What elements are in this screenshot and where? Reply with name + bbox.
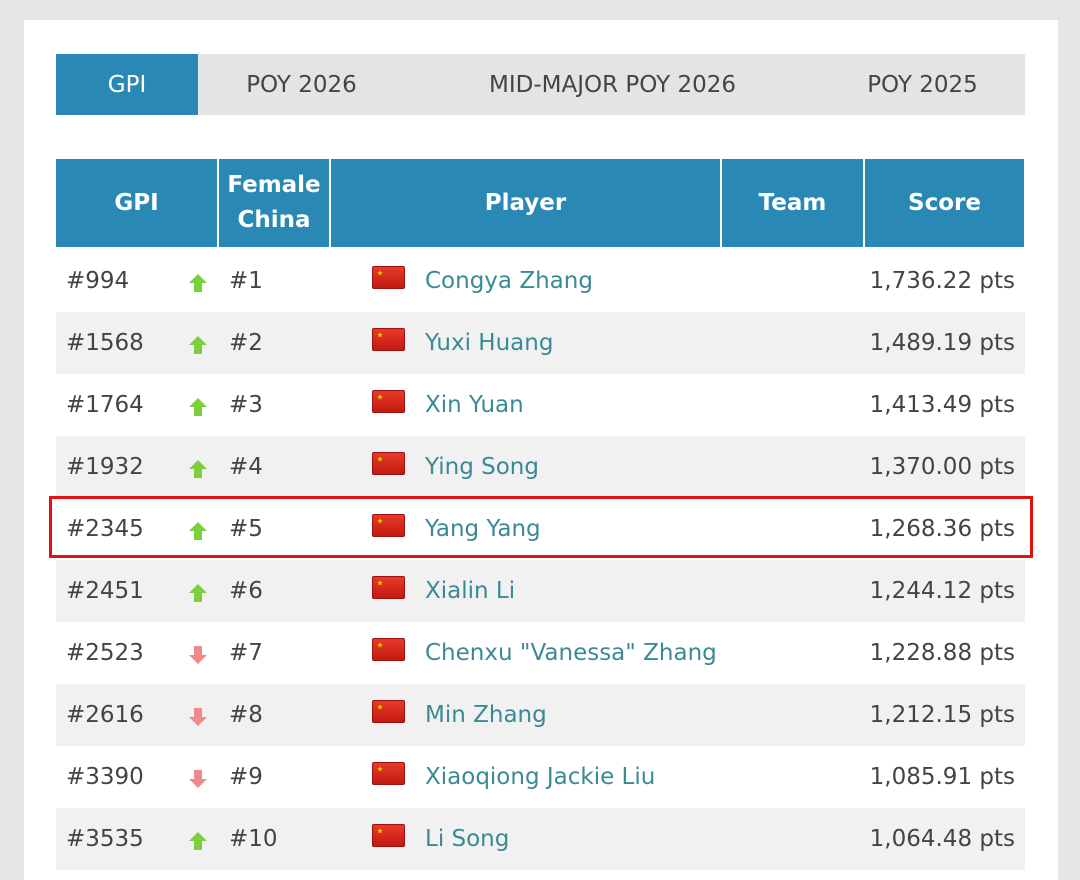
country-rank: #5 <box>229 516 263 542</box>
table-header: GPI Female China Player Team Score <box>56 159 1024 247</box>
tab-gpi[interactable]: GPI <box>56 54 198 115</box>
table-row: #1568 #2 Yuxi Huang 1,489.19 pts <box>56 312 1025 374</box>
arrow-up-icon <box>189 460 207 478</box>
country-rank: #10 <box>229 826 278 852</box>
arrow-down-icon <box>189 646 207 664</box>
gpi-rank: #994 <box>66 268 130 294</box>
china-flag-icon <box>372 390 405 413</box>
score: 1,212.15 pts <box>869 702 1015 728</box>
highlight-box <box>49 496 1033 558</box>
arrow-up-icon <box>189 274 207 292</box>
table-row: #1764 #3 Xin Yuan 1,413.49 pts <box>56 374 1025 436</box>
arrow-up-icon <box>189 398 207 416</box>
gpi-rank: #3390 <box>66 764 144 790</box>
country-rank: #2 <box>229 330 263 356</box>
table-row: #3535 #10 Li Song 1,064.48 pts <box>56 808 1025 870</box>
header-female-china[interactable]: Female China <box>219 159 329 247</box>
player-link[interactable]: Xiaoqiong Jackie Liu <box>425 764 656 790</box>
china-flag-icon <box>372 328 405 351</box>
tab-bar: GPI POY 2026 MID-MAJOR POY 2026 POY 2025 <box>56 54 1025 115</box>
table-row: #1932 #4 Ying Song 1,370.00 pts <box>56 436 1025 498</box>
china-flag-icon <box>372 700 405 723</box>
player-link[interactable]: Xialin Li <box>425 578 516 604</box>
table-row: #2523 #7 Chenxu "Vanessa" Zhang 1,228.88… <box>56 622 1025 684</box>
player-link[interactable]: Li Song <box>425 826 510 852</box>
table-row: #994 #1 Congya Zhang 1,736.22 pts <box>56 250 1025 312</box>
tab-poy-2025[interactable]: POY 2025 <box>867 71 978 98</box>
table-row: #2451 #6 Xialin Li 1,244.12 pts <box>56 560 1025 622</box>
player-link[interactable]: Congya Zhang <box>425 268 593 294</box>
arrow-up-icon <box>189 522 207 540</box>
gpi-rank: #2616 <box>66 702 144 728</box>
china-flag-icon <box>372 762 405 785</box>
rankings-card: GPI POY 2026 MID-MAJOR POY 2026 POY 2025… <box>24 20 1058 880</box>
country-rank: #6 <box>229 578 263 604</box>
player-link[interactable]: Xin Yuan <box>425 392 524 418</box>
tab-mid-major-poy-2026[interactable]: MID-MAJOR POY 2026 <box>488 71 736 98</box>
china-flag-icon <box>372 576 405 599</box>
header-player[interactable]: Player <box>331 159 720 247</box>
country-rank: #3 <box>229 392 263 418</box>
gpi-rank: #1568 <box>66 330 144 356</box>
arrow-down-icon <box>189 708 207 726</box>
player-link[interactable]: Chenxu "Vanessa" Zhang <box>425 640 717 666</box>
arrow-up-icon <box>189 832 207 850</box>
china-flag-icon <box>372 514 405 537</box>
player-link[interactable]: Yuxi Huang <box>425 330 554 356</box>
tab-poy-2026[interactable]: POY 2026 <box>246 71 357 98</box>
china-flag-icon <box>372 452 405 475</box>
country-rank: #9 <box>229 764 263 790</box>
arrow-up-icon <box>189 336 207 354</box>
table-row: #3390 #9 Xiaoqiong Jackie Liu 1,085.91 p… <box>56 746 1025 808</box>
header-gpi[interactable]: GPI <box>56 159 217 247</box>
score: 1,413.49 pts <box>869 392 1015 418</box>
country-rank: #8 <box>229 702 263 728</box>
score: 1,064.48 pts <box>869 826 1015 852</box>
score: 1,228.88 pts <box>869 640 1015 666</box>
score: 1,489.19 pts <box>869 330 1015 356</box>
table-body: #994 #1 Congya Zhang 1,736.22 pts #1568 #… <box>56 250 1025 870</box>
table-row: #2616 #8 Min Zhang 1,212.15 pts <box>56 684 1025 746</box>
table-row: #2345 #5 Yang Yang 1,268.36 pts <box>56 498 1025 560</box>
gpi-rank: #1764 <box>66 392 144 418</box>
country-rank: #7 <box>229 640 263 666</box>
score: 1,736.22 pts <box>869 268 1015 294</box>
gpi-rank: #2523 <box>66 640 144 666</box>
arrow-up-icon <box>189 584 207 602</box>
score: 1,244.12 pts <box>869 578 1015 604</box>
arrow-down-icon <box>189 770 207 788</box>
country-rank: #1 <box>229 268 263 294</box>
gpi-rank: #2345 <box>66 516 144 542</box>
player-link[interactable]: Min Zhang <box>425 702 547 728</box>
player-link[interactable]: Yang Yang <box>425 516 541 542</box>
gpi-rank: #1932 <box>66 454 144 480</box>
header-score[interactable]: Score <box>865 159 1024 247</box>
china-flag-icon <box>372 266 405 289</box>
header-team[interactable]: Team <box>722 159 863 247</box>
score: 1,268.36 pts <box>869 516 1015 542</box>
player-link[interactable]: Ying Song <box>425 454 539 480</box>
score: 1,370.00 pts <box>869 454 1015 480</box>
china-flag-icon <box>372 824 405 847</box>
score: 1,085.91 pts <box>869 764 1015 790</box>
gpi-rank: #3535 <box>66 826 144 852</box>
country-rank: #4 <box>229 454 263 480</box>
gpi-rank: #2451 <box>66 578 144 604</box>
china-flag-icon <box>372 638 405 661</box>
